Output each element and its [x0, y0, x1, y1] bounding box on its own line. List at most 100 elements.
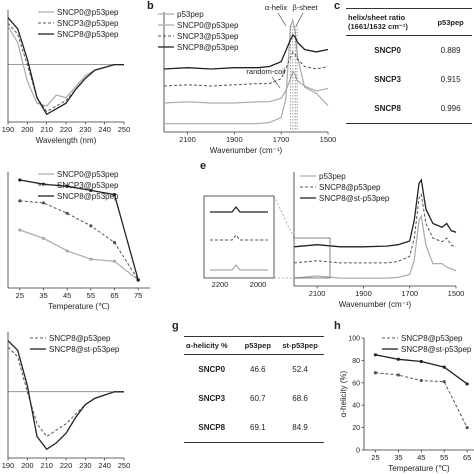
legend-label-d-0: SNCP0@p53pep [57, 170, 119, 179]
data-point-h-1 [465, 382, 469, 386]
data-point-h-1 [419, 359, 423, 364]
series-line-e-2 [293, 178, 457, 248]
x-tick-label-d: 65 [110, 291, 118, 300]
table-cell: 68.6 [292, 394, 308, 403]
annotation-beta-sheet: β-sheet [292, 3, 318, 12]
table-row: SNCP3 60.7 68.6 [184, 384, 324, 413]
panel-letter-g: g [172, 320, 179, 332]
series-line-b-0 [164, 18, 329, 125]
x-axis-label-e: Wavenumber (cm⁻¹) [339, 300, 412, 309]
legend-label-d-1: SNCP3@p53pep [57, 181, 119, 190]
x-tick-label-a: 220 [60, 125, 73, 134]
table-cell: 0.889 [440, 46, 461, 55]
series-line-e-1 [293, 192, 457, 264]
x-tick-label-d: 35 [39, 291, 47, 300]
inset-connector-top [273, 195, 295, 239]
y-axis-label-h: α-helicity (%) [339, 370, 348, 417]
data-point-d-0 [18, 228, 22, 232]
x-tick-label-h: 55 [440, 453, 448, 462]
x-tick-label-f: 190 [2, 461, 15, 470]
x-tick-label-e: 1900 [355, 289, 372, 298]
table-cell: SNCP3 [374, 75, 401, 84]
table-cell: SNCP8 [346, 94, 430, 124]
inset-series-0 [210, 264, 268, 271]
table-g: α-helicity % p53pep st-p53pep SNCP0 46.6… [184, 336, 324, 443]
panel-letter-e: e [200, 160, 207, 172]
series-line-d-2 [19, 179, 139, 281]
x-tick-label-e: 1700 [401, 289, 418, 298]
panel-letter-c: c [334, 0, 341, 12]
legend-label-a-0: SNCP0@p53pep [57, 8, 119, 17]
inset-x-tick-label: 2000 [250, 280, 267, 289]
data-point-h-1 [373, 353, 378, 357]
legend-label-h-0: SNCP8@p53pep [401, 334, 463, 343]
data-point-d-1 [41, 201, 46, 205]
series-line-e-0 [293, 214, 457, 279]
panel-letter-h: h [334, 320, 341, 332]
panel-letter-b: b [147, 0, 154, 12]
data-point-d-0 [41, 236, 46, 240]
table-row: SNCP8 0.996 [346, 94, 472, 124]
series-line-f-1 [7, 340, 124, 451]
x-tick-label-f: 200 [21, 461, 34, 470]
x-tick-label-h: 25 [371, 453, 379, 462]
x-tick-label-a: 240 [98, 125, 111, 134]
series-line-d-1 [19, 200, 139, 281]
legend-label-f-0: SNCP8@p53pep [49, 334, 111, 343]
data-point-h-0 [396, 373, 400, 377]
x-tick-label-a: 250 [118, 125, 131, 134]
series-line-b-1 [163, 70, 329, 104]
legend-label-e-1: SNCP8@p53pep [319, 183, 381, 192]
x-tick-label-a: 200 [21, 125, 34, 134]
series-line-b-3 [163, 33, 329, 70]
table-c: helix/sheet ratio (1661/1632 cm⁻¹) p53pe… [346, 8, 472, 124]
series-line-d-0 [19, 229, 139, 281]
y-tick-label-h: 100 [348, 336, 360, 343]
table-row: SNCP8 69.1 84.9 [184, 413, 324, 443]
table-row: SNCP0 0.889 [346, 36, 472, 66]
table-cell: 69.1 [239, 413, 277, 443]
x-axis-label-a: Wavelength (nm) [36, 136, 97, 145]
table-cell: 84.9 [276, 413, 324, 443]
data-point-h-0 [419, 378, 423, 383]
x-tick-label-f: 240 [98, 461, 111, 470]
x-tick-label-d: 45 [63, 291, 71, 300]
table-cell: 52.4 [292, 365, 308, 374]
data-point-d-2 [65, 184, 69, 188]
legend-label-a-2: SNCP8@p53pep [57, 30, 119, 39]
x-tick-label-d: 55 [87, 291, 95, 300]
legend-label-b-0: p53pep [177, 10, 204, 19]
x-tick-label-b: 1900 [226, 135, 243, 144]
legend-label-f-1: SNCP8@st-p53pep [49, 345, 120, 354]
table-g-header-1: p53pep [239, 336, 277, 355]
data-point-d-1 [112, 240, 117, 245]
annotation-random-coil: random-coil [246, 67, 286, 76]
x-axis-label-h: Temperature (℃) [388, 464, 450, 473]
data-point-h-0 [442, 380, 446, 384]
data-point-d-0 [89, 257, 93, 261]
x-tick-label-f: 250 [118, 461, 131, 470]
data-point-d-2 [18, 178, 22, 182]
x-tick-label-f: 220 [60, 461, 73, 470]
annotation-arrow-beta [295, 12, 304, 27]
inset-x-tick-label: 2200 [212, 280, 229, 289]
y-tick-label-h: 20 [352, 425, 360, 432]
x-tick-label-b: 2100 [179, 135, 196, 144]
y-tick-label-h: 80 [352, 358, 360, 365]
legend-label-d-2: SNCP8@p53pep [57, 192, 119, 201]
x-tick-label-e: 1500 [448, 289, 465, 298]
x-tick-label-h: 45 [417, 453, 425, 462]
x-tick-label-b: 1700 [273, 135, 290, 144]
data-point-d-2 [136, 278, 140, 282]
series-line-a-2 [7, 17, 124, 116]
inset-frame [203, 195, 275, 279]
annotation-arrow-alpha [277, 12, 287, 27]
data-point-h-0 [373, 371, 378, 375]
x-tick-label-a: 190 [2, 125, 15, 134]
table-cell: 46.6 [250, 365, 266, 374]
legend-label-b-2: SNCP3@p53pep [177, 32, 239, 41]
data-point-h-0 [465, 426, 469, 430]
table-row: SNCP0 46.6 52.4 [184, 355, 324, 385]
x-tick-label-a: 230 [79, 125, 92, 134]
